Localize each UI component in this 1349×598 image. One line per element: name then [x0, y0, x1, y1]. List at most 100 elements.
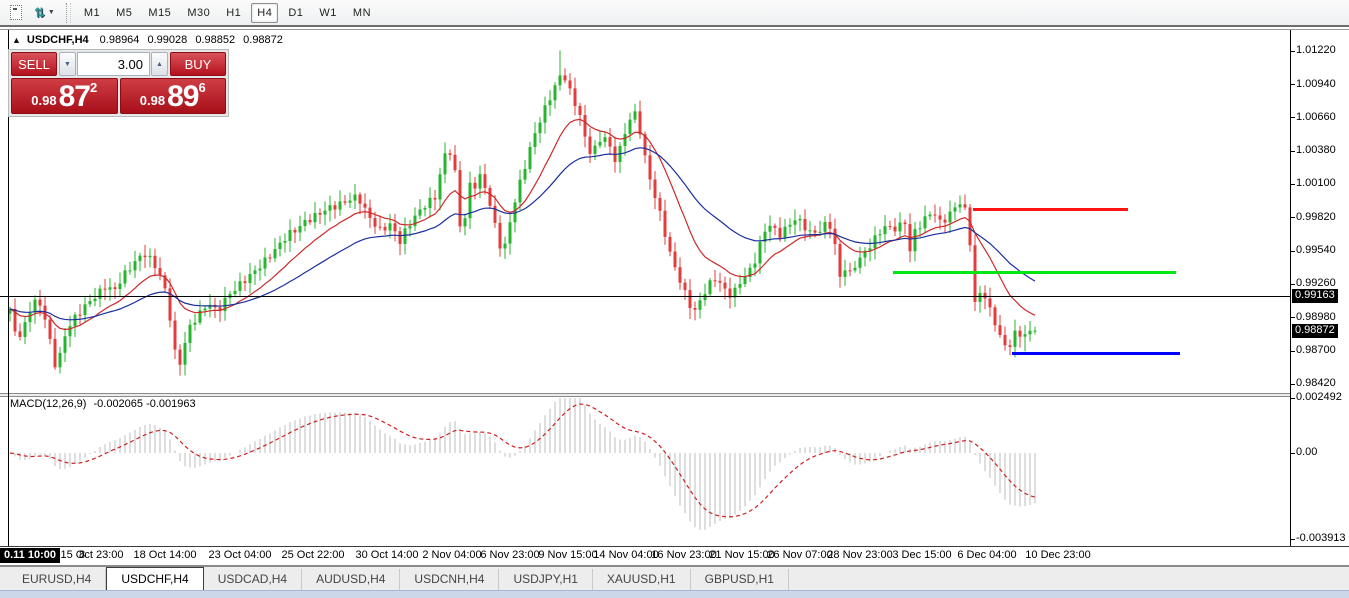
- price-tick-label: 1.01220: [1296, 44, 1336, 57]
- price-tick-label: 1.00940: [1296, 77, 1336, 90]
- price-tick-label: 0.99820: [1296, 210, 1336, 223]
- timeframe-button-m1[interactable]: M1: [83, 6, 101, 19]
- price-tick-mark: [1291, 217, 1295, 219]
- chart-tab-gbpusd[interactable]: GBPUSD,H1: [691, 569, 789, 590]
- price-tick-mark: [1291, 283, 1295, 285]
- macd-indicator-label: MACD(12,26,9) -0.002065 -0.001963: [10, 398, 200, 410]
- sell-price-main: 87: [58, 80, 91, 113]
- chart-tab-usdchf[interactable]: USDCHF,H4: [106, 567, 204, 590]
- time-tick-label: 28 Nov 23:00: [827, 549, 893, 561]
- chart-tab-eurusd[interactable]: EURUSD,H4: [8, 569, 107, 590]
- chart-symbol-label: USDCHF,H4: [26, 34, 89, 46]
- price-tick-label: 1.00660: [1296, 110, 1336, 123]
- timeframe-button-h1[interactable]: H1: [226, 6, 242, 19]
- time-tick-label: 9 Nov 15:00: [538, 549, 598, 561]
- chart-tab-usdcnh[interactable]: USDCNH,H4: [400, 569, 500, 590]
- volume-up-button[interactable]: ▲: [151, 52, 168, 76]
- vertical-line-object[interactable]: [8, 30, 9, 546]
- price-tick-label: 0.98420: [1296, 377, 1336, 390]
- price-axis[interactable]: 1.01220 1.00940 1.00660 1.00380 1.00100 0.998…: [1290, 30, 1349, 546]
- time-tick-label: 15 Oct 23:00: [60, 549, 124, 561]
- high-value: 0.99028: [147, 34, 188, 46]
- price-tick-mark: [1291, 84, 1295, 86]
- timeframe-button-w1[interactable]: W1: [319, 6, 337, 19]
- sell-price-pip: 2: [89, 80, 98, 95]
- price-tick-label: 0.99540: [1296, 244, 1336, 257]
- vline-date-box: 0.11 10:00: [0, 548, 60, 563]
- chart-tab-audusd[interactable]: AUDUSD,H4: [302, 569, 401, 590]
- time-tick-label: 6 Dec 04:00: [957, 549, 1017, 561]
- low-value: 0.98852: [195, 34, 236, 46]
- time-tick-label: 2 Nov 04:00: [422, 549, 482, 561]
- macd-tick-label: 0.00: [1296, 446, 1318, 458]
- time-axis[interactable]: 0.11 10:00 8 15 Oct 23:00 18 Oct 14:00 23 …: [0, 547, 1349, 565]
- chart-tab-xauusd[interactable]: XAUUSD,H1: [593, 569, 691, 590]
- time-tick-label: 10 Dec 23:00: [1025, 549, 1091, 561]
- trendline-red[interactable]: [973, 208, 1128, 212]
- timeframe-button-h4[interactable]: H4: [251, 2, 279, 23]
- open-value: 0.98964: [99, 34, 140, 46]
- macd-tick-mark: [1291, 452, 1295, 454]
- horizontal-line-black[interactable]: [0, 296, 1290, 297]
- status-strip: [0, 590, 1349, 598]
- arrange-charts-button[interactable]: ⇅ ▼: [29, 2, 60, 24]
- hline-price-box: 0.99163: [1292, 289, 1338, 303]
- macd-panel-border: [0, 546, 1349, 547]
- panel-divider[interactable]: [0, 393, 1349, 397]
- price-tick-mark: [1291, 150, 1295, 152]
- chart-tab-bar: EURUSD,H4 USDCHF,H4 USDCAD,H4 AUDUSD,H4 USDC…: [0, 567, 1349, 590]
- time-tick-label: 18 Oct 14:00: [133, 549, 197, 561]
- timeframe-button-group: M1 M5 M15 M30 H1 H4 D1 W1 MN: [76, 2, 379, 23]
- price-tick-mark: [1291, 317, 1295, 319]
- buy-price-prefix: 0.98: [139, 93, 166, 108]
- time-tick-label: 25 Oct 22:00: [281, 549, 345, 561]
- macd-tick-label: -0.003913: [1296, 532, 1346, 545]
- trendline-green[interactable]: [893, 271, 1176, 275]
- timeframe-button-m30[interactable]: M30: [187, 6, 211, 19]
- time-tick-label: 21 Nov 15:00: [709, 549, 775, 561]
- buy-price-button[interactable]: 0.98 89 6: [119, 78, 226, 114]
- price-tick-mark: [1291, 250, 1295, 252]
- one-click-toggle-icon[interactable]: ▲: [12, 35, 21, 45]
- macd-tick-mark: [1291, 538, 1295, 540]
- close-value: 0.98872: [243, 34, 283, 46]
- chart-canvas[interactable]: [0, 30, 1290, 546]
- timeframe-button-mn[interactable]: MN: [352, 6, 372, 19]
- price-tick-label: 0.98700: [1296, 344, 1336, 357]
- sell-button[interactable]: SELL: [11, 52, 57, 76]
- price-tick-mark: [1291, 117, 1295, 119]
- price-tick-mark: [1291, 350, 1295, 352]
- time-tick-label: 23 Oct 04:00: [208, 549, 272, 561]
- timeframe-button-m5[interactable]: M5: [116, 6, 133, 19]
- template-icon: [10, 5, 22, 20]
- buy-button[interactable]: BUY: [170, 52, 226, 76]
- time-tick-label: 16 Nov 23:00: [651, 549, 717, 561]
- price-tick-label: 1.00380: [1296, 144, 1336, 157]
- chart-tab-usdjpy[interactable]: USDJPY,H1: [499, 569, 593, 590]
- price-tick-mark: [1291, 50, 1295, 52]
- template-button[interactable]: [5, 2, 27, 24]
- chart-tab-usdcad[interactable]: USDCAD,H4: [204, 569, 303, 590]
- price-tick-label: 0.98980: [1296, 310, 1336, 323]
- dropdown-caret-icon: ▼: [47, 9, 55, 16]
- time-tick-label: 6 Nov 23:00: [480, 549, 540, 561]
- sell-price-button[interactable]: 0.98 87 2: [11, 78, 118, 114]
- timeframe-button-d1[interactable]: D1: [288, 6, 304, 19]
- toolbar: ⇅ ▼ M1 M5 M15 M30 H1 H4 D1 W1 MN: [0, 0, 1349, 27]
- sell-price-prefix: 0.98: [31, 93, 57, 108]
- buy-price-pip: 6: [198, 80, 206, 95]
- ohlc-values: 0.98964 0.99028 0.98852 0.98872: [95, 34, 283, 46]
- volume-stepper: ▼ 3.00 ▲: [59, 52, 168, 76]
- buy-price-main: 89: [167, 80, 199, 113]
- trendline-blue[interactable]: [1012, 352, 1180, 356]
- time-tick-label: 30 Oct 14:00: [355, 549, 419, 561]
- bid-price-box: 0.98872: [1292, 323, 1338, 338]
- timeframe-button-m15[interactable]: M15: [148, 6, 172, 19]
- volume-value[interactable]: 3.00: [77, 52, 150, 76]
- time-label-partial: 8: [79, 549, 86, 561]
- price-tick-mark: [1291, 383, 1295, 385]
- one-click-trading-panel: SELL ▼ 3.00 ▲ BUY 0.98 87 2 0.98 89 6: [8, 49, 229, 117]
- chart-header: ▲ USDCHF,H4 0.98964 0.99028 0.98852 0.98…: [12, 34, 283, 46]
- volume-down-button[interactable]: ▼: [59, 52, 76, 76]
